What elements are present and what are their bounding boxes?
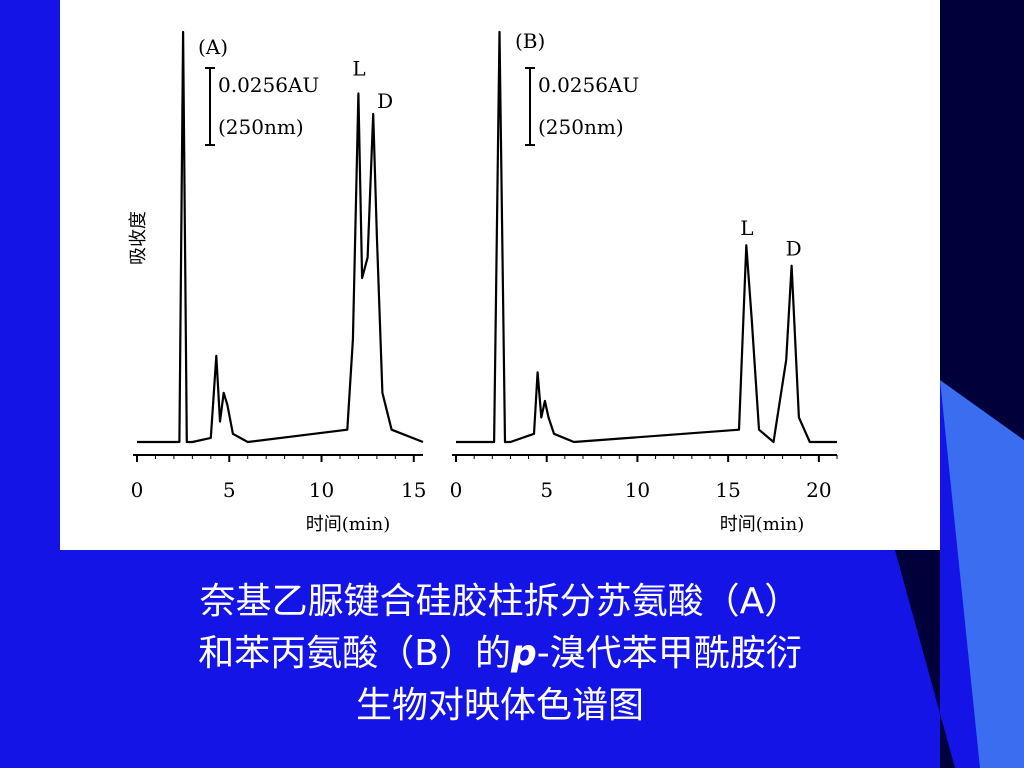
scale-bar-label: 0.0256AU [218, 73, 319, 97]
chromatogram-trace [456, 30, 837, 444]
slide-caption: 奈基乙脲键合硅胶柱拆分苏氨酸（A） 和苯丙氨酸（B）的p-溴代苯甲酰胺衍 生物对… [100, 576, 900, 732]
caption-line-3: 生物对映体色谱图 [355, 685, 644, 726]
caption-line-2: 和苯丙氨酸（B）的p-溴代苯甲酰胺衍 [100, 628, 900, 680]
chromatogram-a: 0 5 10 15 时间(min) LD (A) 0.0256AU (250nm) 吸收度 [128, 30, 427, 535]
scale-bar-label: 0.0256AU [538, 73, 639, 97]
lower-dark-band [895, 550, 955, 768]
peak-label-l: L [740, 216, 753, 240]
peak-label-d: D [377, 89, 393, 113]
caption-line-1: 奈基乙脲键合硅胶柱拆分苏氨酸（A） [199, 581, 801, 622]
scale-bar-sublabel: (250nm) [218, 115, 304, 139]
peak-label-d: D [786, 237, 802, 261]
peak-label-l: L [352, 57, 365, 81]
caption-line-2-post: -溴代苯甲酰胺衍 [536, 633, 802, 674]
caption-line-2-pre: 和苯丙氨酸（B）的 [198, 633, 511, 674]
x-tick-label: 0 [450, 478, 463, 502]
x-axis-title: 时间(min) [720, 514, 804, 535]
x-tick-label: 15 [715, 478, 740, 502]
x-tick-label: 10 [625, 478, 650, 502]
x-tick-label: 15 [401, 478, 426, 502]
corner-light-band [940, 380, 1024, 768]
corner-dark-band [940, 0, 1024, 440]
x-axis-title: 时间(min) [306, 514, 390, 535]
caption-line-2-italic: p [510, 633, 537, 674]
chromatogram-trace [137, 30, 424, 444]
y-axis-title: 吸收度 [128, 211, 149, 265]
x-tick-label: 10 [309, 478, 334, 502]
panel-label: (B) [515, 29, 545, 53]
x-tick-label: 5 [540, 478, 553, 502]
x-tick-label: 20 [806, 478, 831, 502]
scale-bar-sublabel: (250nm) [538, 115, 624, 139]
x-tick-label: 0 [131, 478, 144, 502]
panel-label: (A) [198, 35, 228, 59]
x-tick-label: 5 [223, 478, 236, 502]
